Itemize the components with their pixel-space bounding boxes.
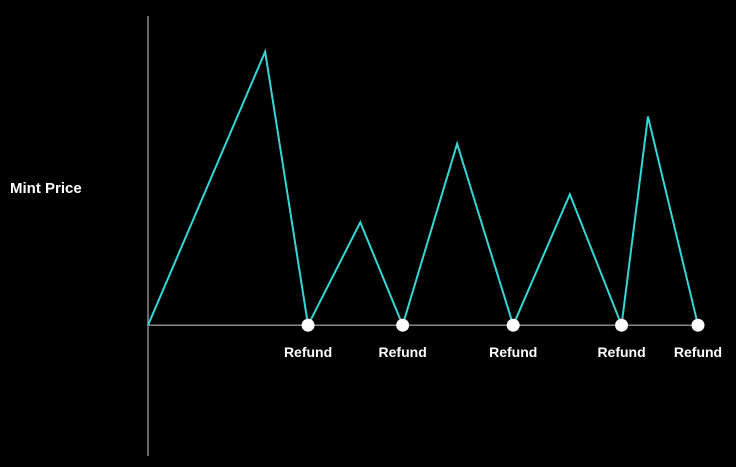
refund-marker <box>506 318 520 332</box>
series-layer <box>147 48 699 329</box>
refund-label: Refund <box>489 344 537 360</box>
refund-marker-layer: Refund Refund Refund Refund Refund <box>284 318 722 360</box>
refund-label: Refund <box>284 344 332 360</box>
refund-marker <box>396 318 410 332</box>
refund-marker <box>615 318 629 332</box>
refund-label: Refund <box>597 344 645 360</box>
refund-label: Refund <box>674 344 722 360</box>
refund-label: Refund <box>379 344 427 360</box>
price-series-line-0 <box>147 48 699 329</box>
refund-marker <box>301 318 315 332</box>
refund-marker <box>691 318 705 332</box>
y-axis-label: Mint Price <box>10 180 82 197</box>
